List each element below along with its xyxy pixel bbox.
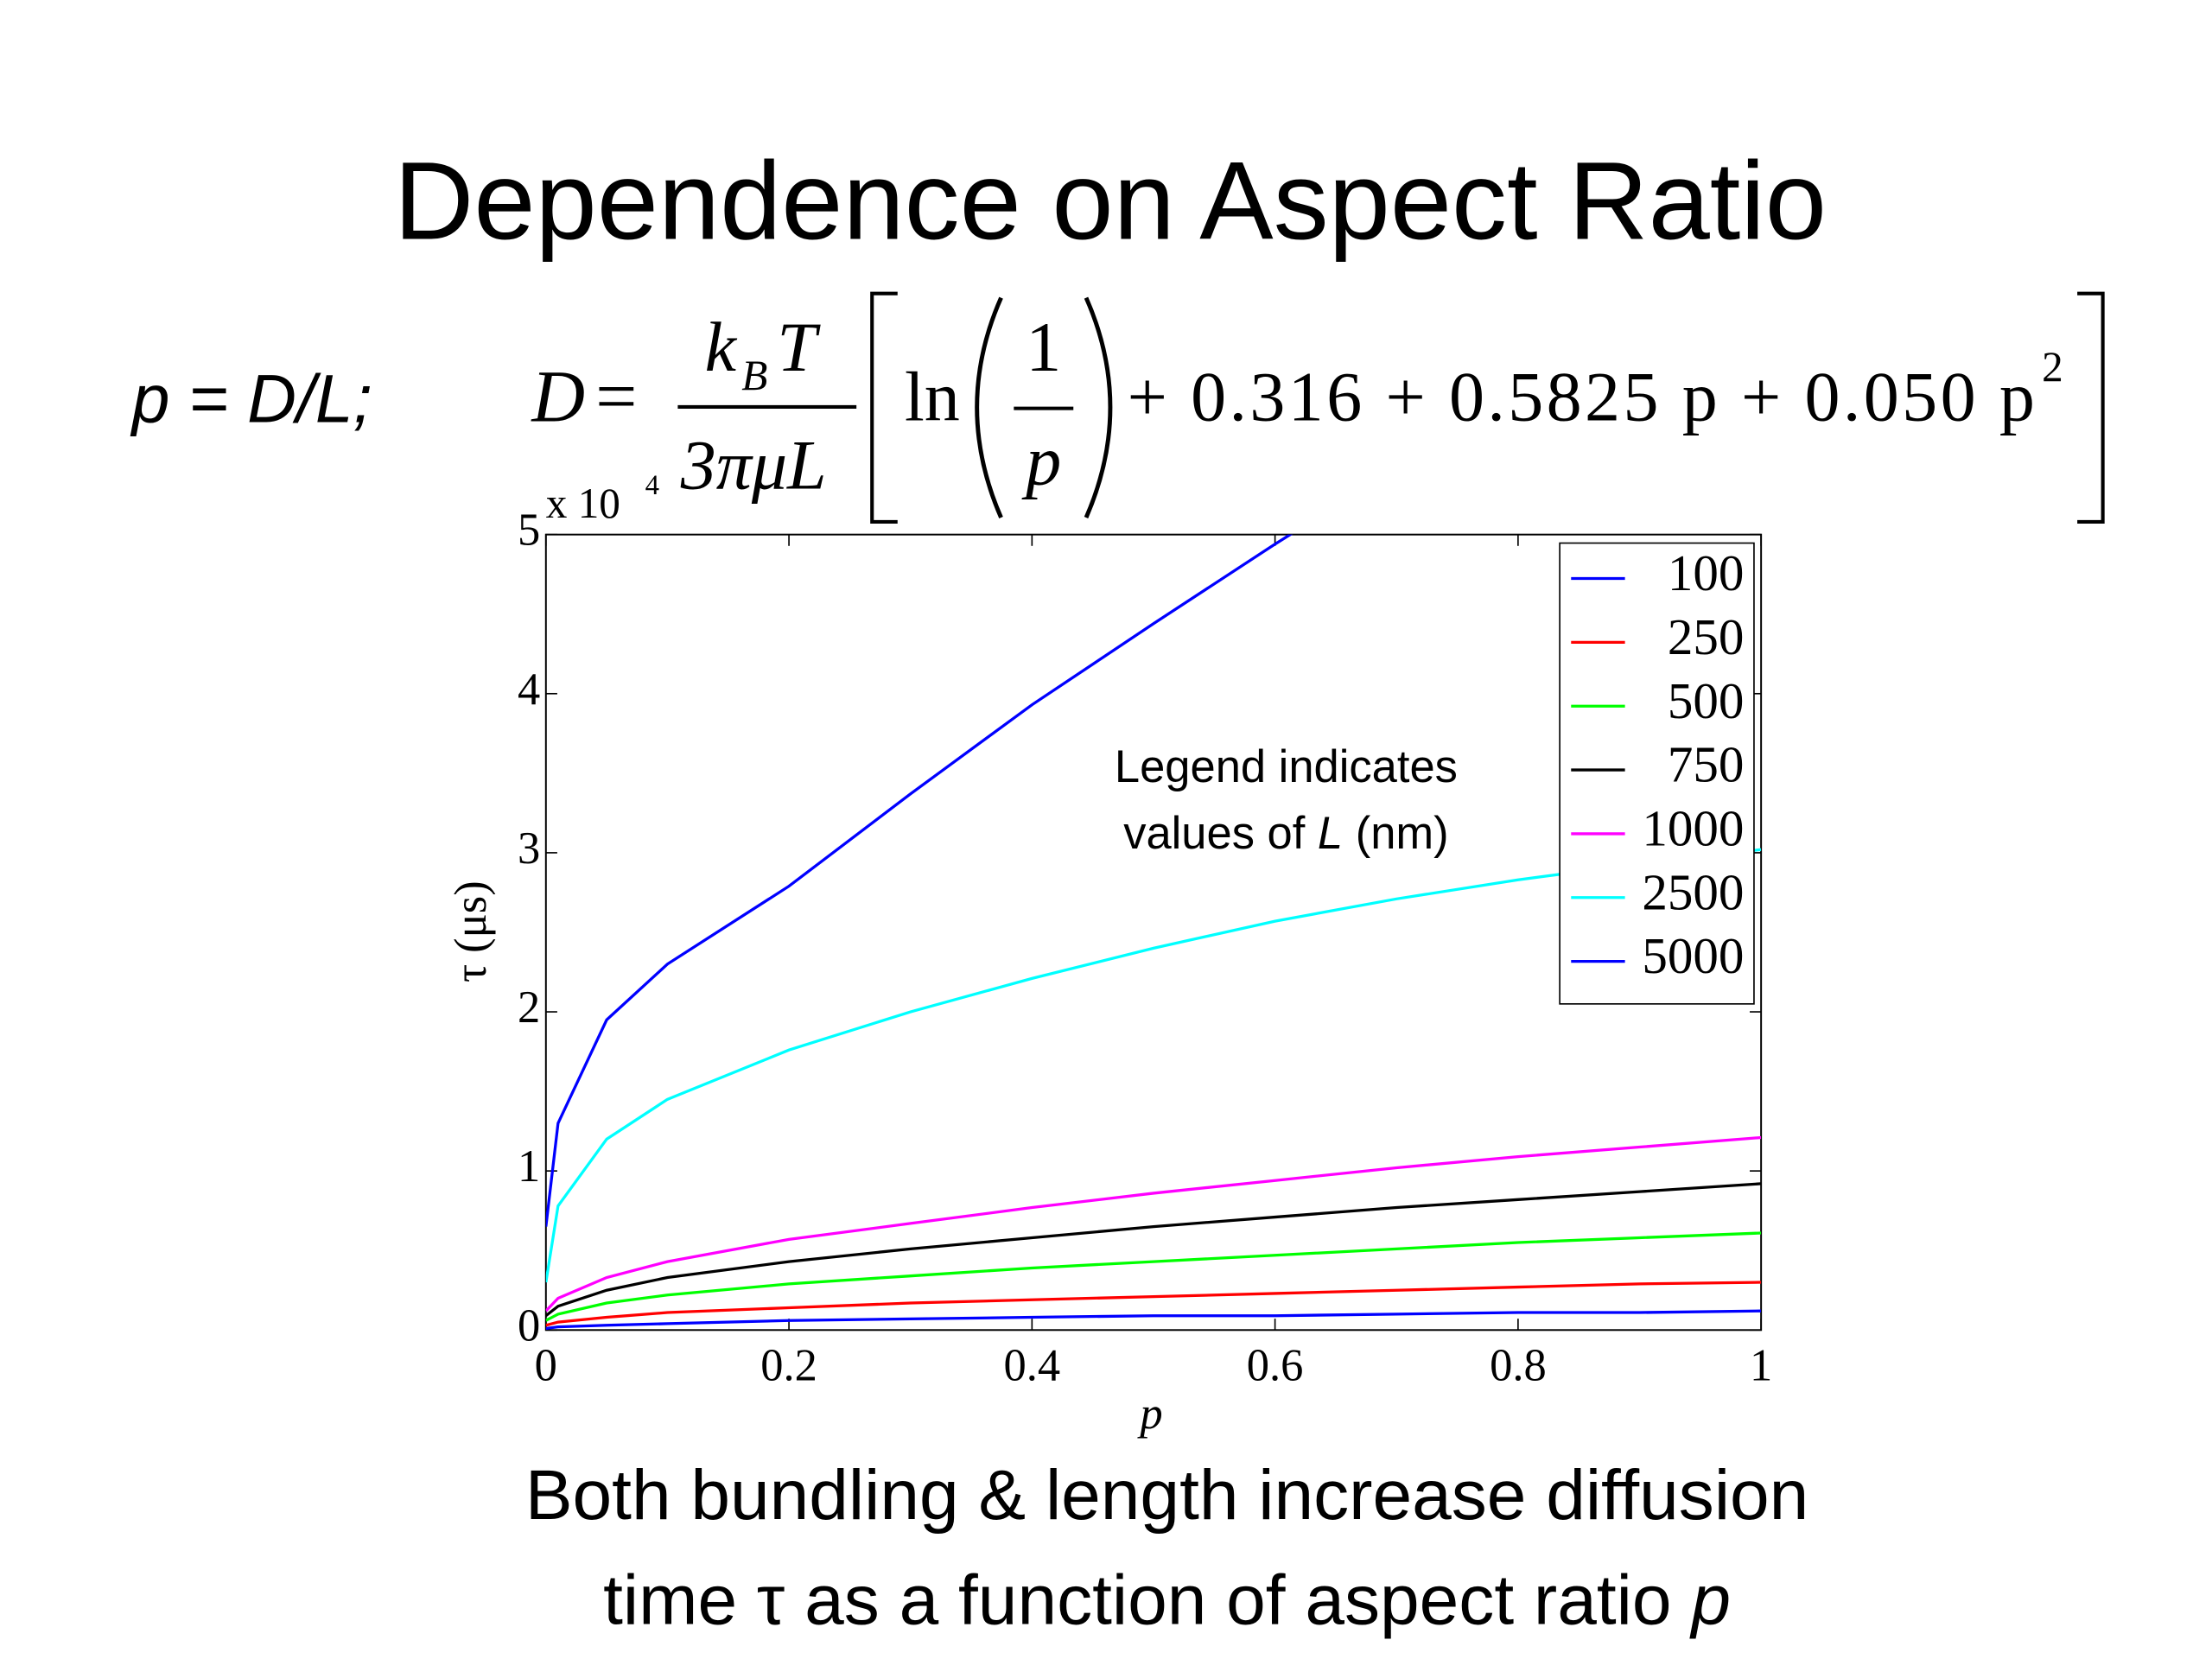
legend-label: 1000 <box>1642 799 1744 856</box>
x-tick-label: 1 <box>1750 1340 1772 1390</box>
annotation: Legend indicates <box>1115 741 1458 792</box>
chart: x 10 4 τ (μs) p Legend indicates values … <box>446 470 1772 1439</box>
eq-k: k <box>705 308 738 386</box>
x-tick-label: 0.6 <box>1247 1340 1304 1390</box>
eq-denominator: 3πμL <box>680 425 827 504</box>
series-line <box>545 1135 1762 1313</box>
x-tick-label: 0.8 <box>1490 1340 1547 1390</box>
y-scale-base: x 10 <box>546 480 620 527</box>
caption-var: p <box>1688 1560 1731 1639</box>
eq-t: T <box>777 308 821 386</box>
eq-terms: + 0.316 + 0.5825 p + 0.050 p <box>1128 358 2035 436</box>
eq-power: 2 <box>2042 343 2063 391</box>
annotation-text: values of <box>1123 808 1306 859</box>
y-tick-label: 0 <box>518 1300 540 1351</box>
series-line <box>545 848 1762 1283</box>
x-tick-label: 0 <box>535 1340 557 1390</box>
bracket-right <box>2077 291 2105 524</box>
eq-equals: = <box>595 356 637 437</box>
y-axis-label: τ (μs) <box>446 880 496 982</box>
legend-label: 750 <box>1668 736 1745 793</box>
series-line <box>545 1281 1762 1327</box>
x-tick-label: 0.2 <box>760 1340 817 1390</box>
y-tick-label: 5 <box>518 505 540 556</box>
series-line <box>545 1182 1762 1317</box>
y-tick-label: 2 <box>518 982 540 1033</box>
legend-label: 100 <box>1668 544 1745 601</box>
eq-lhs: D <box>531 356 585 437</box>
caption-text: time τ as a function of aspect ratio <box>603 1560 1671 1639</box>
slide-title: Dependence on Aspect Ratio <box>394 140 1827 264</box>
annotation: values of L (nm) <box>1123 808 1448 859</box>
legend-box <box>1559 542 1755 1005</box>
y-tick-label: 3 <box>518 823 540 874</box>
plot-frame <box>544 533 1763 1332</box>
eq-sub: B <box>741 352 767 399</box>
paren-right <box>1084 296 1113 518</box>
series-line <box>545 1309 1762 1331</box>
legend-label: 2500 <box>1642 863 1744 920</box>
legend: 100 250 500 750 1000 2500 5000 <box>1559 542 1755 1005</box>
series-line <box>545 534 1294 1227</box>
plot-area <box>545 534 1762 1331</box>
caption: time τ as a function of aspect ratio p <box>603 1560 1731 1639</box>
annotation-var: L <box>1318 808 1343 859</box>
x-tick-label: 0.4 <box>1004 1340 1061 1390</box>
legend-label: 5000 <box>1642 927 1744 984</box>
definition: p = D/L; <box>130 361 372 437</box>
annotation-text: (nm) <box>1356 808 1449 859</box>
paren-left <box>975 296 1003 518</box>
y-tick-label: 1 <box>518 1141 540 1192</box>
eq-ln: ln <box>905 358 960 436</box>
x-axis-label: p <box>1136 1389 1162 1439</box>
bracket-left <box>870 291 898 524</box>
y-scale-exponent: 4 <box>645 470 659 501</box>
y-tick-label: 4 <box>518 664 540 715</box>
series-line <box>545 1231 1762 1322</box>
legend-label: 500 <box>1668 672 1745 729</box>
equation: D = k B T 3πμL ln 1 p + 0.316 + 0.5825 p… <box>531 291 2105 524</box>
caption: Both bundling & length increase diffusio… <box>525 1456 1809 1535</box>
legend-label: 250 <box>1668 608 1745 665</box>
eq-frac-num: 1 <box>1026 308 1061 386</box>
eq-frac-den: p <box>1021 421 1061 499</box>
